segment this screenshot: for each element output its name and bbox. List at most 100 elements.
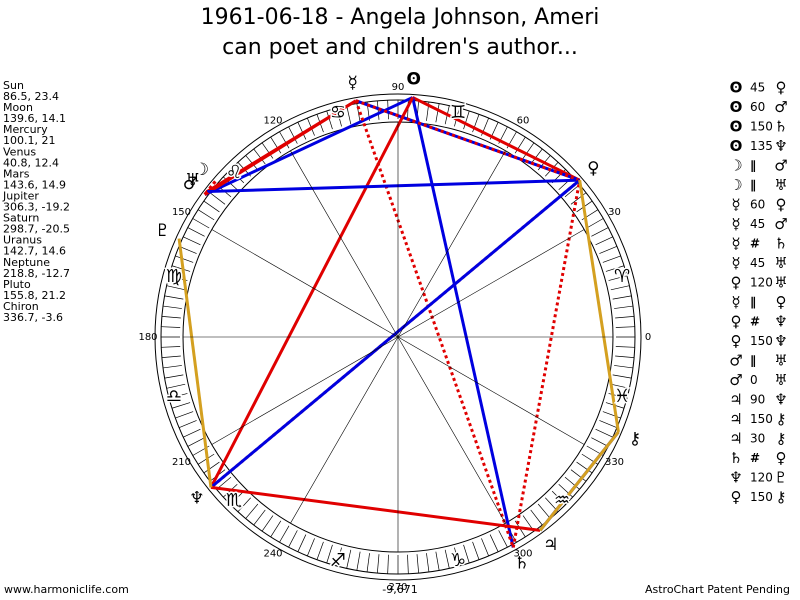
degree-label: 0 xyxy=(645,332,651,343)
aspect-planet: ♆ xyxy=(774,332,787,350)
planet-glyph: ♄ xyxy=(514,553,529,573)
planet-glyph: ♀ xyxy=(587,158,599,178)
aspect-planet: ♂ xyxy=(774,157,787,175)
planet-lat: 14.9 xyxy=(42,178,67,191)
ring-tick xyxy=(615,326,635,328)
aspect-planet: ♃ xyxy=(729,391,742,409)
ring-tick xyxy=(416,554,420,574)
ring-tick xyxy=(288,126,298,144)
ring-tick xyxy=(615,355,635,359)
ring-tick xyxy=(570,469,587,482)
ring-tick xyxy=(472,541,480,560)
ring-tick xyxy=(187,227,205,237)
aspect-type: 60 xyxy=(750,198,765,212)
planet-name: Moon xyxy=(3,101,33,114)
ring-tick xyxy=(530,509,543,526)
ring-tick xyxy=(595,428,613,438)
planet-lat: -20.5 xyxy=(42,223,70,236)
ring-tick xyxy=(261,515,274,532)
planet-name: Sun xyxy=(3,79,24,92)
ring-tick xyxy=(306,538,315,557)
aspect-line xyxy=(207,178,580,194)
ring-tick xyxy=(614,305,634,309)
planet-lon: 306.3 xyxy=(3,201,35,214)
sign-glyph: ♏ xyxy=(226,490,242,511)
aspect-planet: ♀ xyxy=(731,274,742,292)
planet-lat: 23.4 xyxy=(35,90,60,103)
planet-lon: 139.6 xyxy=(3,112,35,125)
outer-circle xyxy=(154,93,642,581)
aspect-planet: ♇ xyxy=(774,469,787,487)
aspect-type: ∥ xyxy=(750,178,756,192)
aspect-planet: ♅ xyxy=(774,254,787,272)
ring-tick xyxy=(610,285,630,291)
aspect-planet: ⚷ xyxy=(776,410,787,428)
aspect-planet: ʘ xyxy=(730,137,743,155)
ring-tick xyxy=(336,547,342,567)
ring-tick xyxy=(605,265,625,272)
ring-tick xyxy=(297,534,307,552)
aspect-planet: ♂ xyxy=(774,98,787,116)
ring-tick xyxy=(288,530,298,548)
ring-tick xyxy=(230,490,245,505)
sign-glyph: ♓ xyxy=(614,386,630,407)
ring-tick xyxy=(253,509,266,526)
planet-glyph: ☿ xyxy=(348,73,358,93)
aspect-type: 150 xyxy=(750,120,773,134)
ring-tick xyxy=(279,525,290,543)
sign-glyph: ♊ xyxy=(450,102,466,123)
aspect-line xyxy=(355,99,581,182)
aspect-planet: ♆ xyxy=(729,469,742,487)
aspect-planet: ♀ xyxy=(731,488,742,506)
ring-tick xyxy=(253,148,266,165)
spoke xyxy=(397,150,506,338)
aspect-line xyxy=(354,100,515,549)
ring-tick xyxy=(245,503,259,519)
aspect-planet: ♄ xyxy=(774,235,787,253)
ring-tick xyxy=(610,383,630,389)
sign-glyph: ♎ xyxy=(166,386,182,407)
ring-tick xyxy=(178,420,197,429)
planet-lon: 218.8 xyxy=(3,267,35,280)
planet-position: 100.1, 21 xyxy=(3,134,56,147)
planet-lon: 298.7 xyxy=(3,223,35,236)
aspect-planet: ♂ xyxy=(774,215,787,233)
ring-tick xyxy=(586,218,604,229)
aspect-type: 45 xyxy=(750,217,765,231)
ring-tick xyxy=(326,544,333,564)
ring-tick xyxy=(612,295,632,300)
aspect-type: # xyxy=(750,451,760,465)
ring-tick xyxy=(161,355,181,359)
aspect-planet: ♅ xyxy=(774,176,787,194)
aspect-planet: ♂ xyxy=(729,352,742,370)
ring-tick xyxy=(164,295,184,300)
sign-glyph: ♒ xyxy=(554,490,570,511)
ring-tick xyxy=(316,541,324,560)
aspect-planet: ♀ xyxy=(776,79,787,97)
degree-label: 30 xyxy=(608,207,621,218)
aspect-planet: ʘ xyxy=(730,79,743,97)
ring-tick xyxy=(270,136,282,154)
ring-tick xyxy=(522,142,535,159)
aspect-planet: ♃ xyxy=(729,430,742,448)
degree-label: 180 xyxy=(138,332,157,343)
aspect-planet: ♅ xyxy=(774,352,787,370)
ring-tick xyxy=(463,110,470,130)
ring-tick xyxy=(166,383,186,389)
aspect-line xyxy=(205,180,217,193)
ring-tick xyxy=(435,551,440,571)
ring-tick xyxy=(161,326,181,328)
sign-glyph: ♐ xyxy=(330,550,346,571)
aspect-planet: ☿ xyxy=(731,196,740,214)
ring-tick xyxy=(595,236,613,246)
spoke xyxy=(397,229,585,338)
planet-position: 40.8, 12.4 xyxy=(3,156,59,169)
planet-position: 298.7, -20.5 xyxy=(3,223,70,236)
spoke xyxy=(290,336,399,524)
planet-lat: 21.2 xyxy=(42,289,67,302)
footer-note: AstroChart Patent Pending xyxy=(645,583,790,596)
ring-tick xyxy=(197,209,215,221)
aspect-type: ∥ xyxy=(750,295,756,309)
ring-tick xyxy=(346,549,352,569)
